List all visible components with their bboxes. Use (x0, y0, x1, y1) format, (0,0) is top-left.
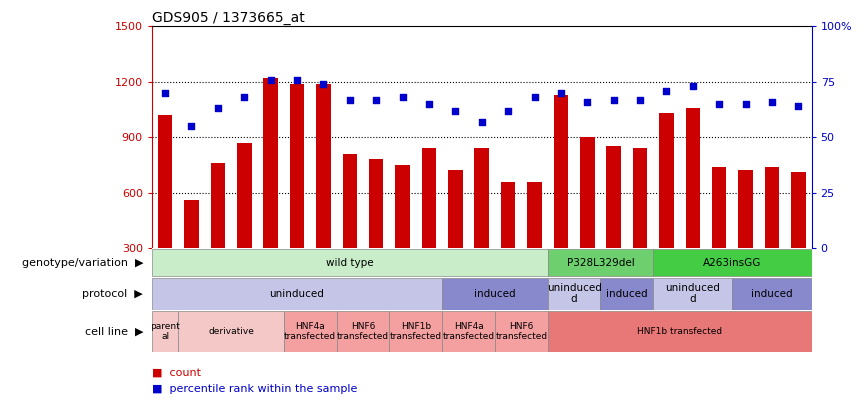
Bar (633, 148, 648, 304)
Bar (659, 113, 674, 304)
Bar (263, 78, 278, 304)
Point (501, 107, 515, 114)
Point (554, 90, 568, 96)
Point (396, 94, 410, 100)
Point (290, 76, 304, 83)
Bar (290, 83, 305, 304)
Bar (343, 154, 357, 304)
Bar (390, 311, 442, 352)
Text: parent
al: parent al (150, 322, 180, 341)
Bar (442, 277, 548, 309)
Bar (580, 137, 595, 304)
Point (713, 101, 727, 107)
Bar (527, 181, 542, 304)
Point (528, 94, 542, 100)
Bar (369, 160, 384, 304)
Bar (152, 311, 178, 352)
Text: HNF6
transfected: HNF6 transfected (496, 322, 548, 341)
Bar (448, 171, 463, 304)
Text: HNF1b transfected: HNF1b transfected (637, 327, 722, 336)
Point (765, 98, 779, 105)
Bar (495, 311, 548, 352)
Text: HNF6
transfected: HNF6 transfected (337, 322, 389, 341)
Text: ■  count: ■ count (152, 368, 201, 377)
Point (449, 107, 463, 114)
Bar (712, 167, 727, 304)
Bar (152, 249, 548, 276)
Bar (284, 311, 337, 352)
Bar (237, 143, 252, 304)
Bar (158, 115, 173, 304)
Bar (475, 148, 489, 304)
Bar (765, 167, 779, 304)
Bar (548, 249, 654, 276)
Text: A263insGG: A263insGG (703, 258, 761, 268)
Text: genotype/variation  ▶: genotype/variation ▶ (22, 258, 143, 268)
Bar (395, 165, 410, 304)
Bar (442, 311, 495, 352)
Point (185, 123, 199, 129)
Point (792, 103, 806, 109)
Bar (152, 277, 442, 309)
Text: derivative: derivative (208, 327, 254, 336)
Bar (316, 83, 331, 304)
Bar (548, 277, 601, 309)
Point (211, 105, 225, 112)
Text: wild type: wild type (326, 258, 373, 268)
Point (422, 101, 436, 107)
Point (686, 83, 700, 90)
Bar (654, 249, 812, 276)
Point (475, 118, 489, 125)
Point (633, 96, 647, 103)
Point (264, 76, 278, 83)
Bar (337, 311, 390, 352)
Point (237, 94, 251, 100)
Bar (548, 311, 812, 352)
Bar (607, 147, 621, 304)
Bar (554, 95, 569, 304)
Text: uninduced: uninduced (270, 289, 325, 298)
Bar (791, 173, 806, 304)
Text: ■  percentile rank within the sample: ■ percentile rank within the sample (152, 384, 358, 394)
Bar (733, 277, 812, 309)
Point (581, 98, 595, 105)
Text: induced: induced (751, 289, 792, 298)
Bar (654, 277, 733, 309)
Text: HNF4a
transfected: HNF4a transfected (443, 322, 495, 341)
Bar (178, 311, 284, 352)
Text: induced: induced (474, 289, 516, 298)
Point (317, 81, 331, 87)
Bar (422, 148, 437, 304)
Bar (601, 277, 654, 309)
Bar (184, 200, 199, 304)
Text: uninduced
d: uninduced d (666, 283, 720, 305)
Point (343, 96, 357, 103)
Bar (501, 181, 516, 304)
Text: P328L329del: P328L329del (567, 258, 635, 268)
Point (607, 96, 621, 103)
Point (660, 87, 674, 94)
Point (369, 96, 383, 103)
Text: induced: induced (606, 289, 648, 298)
Bar (739, 171, 753, 304)
Bar (211, 163, 225, 304)
Point (739, 101, 753, 107)
Bar (686, 108, 700, 304)
Text: uninduced
d: uninduced d (547, 283, 602, 305)
Text: HNF1b
transfected: HNF1b transfected (390, 322, 442, 341)
Point (158, 90, 172, 96)
Text: protocol  ▶: protocol ▶ (82, 289, 143, 298)
Text: GDS905 / 1373665_at: GDS905 / 1373665_at (152, 11, 305, 25)
Text: HNF4a
transfected: HNF4a transfected (284, 322, 336, 341)
Text: cell line  ▶: cell line ▶ (85, 326, 143, 336)
